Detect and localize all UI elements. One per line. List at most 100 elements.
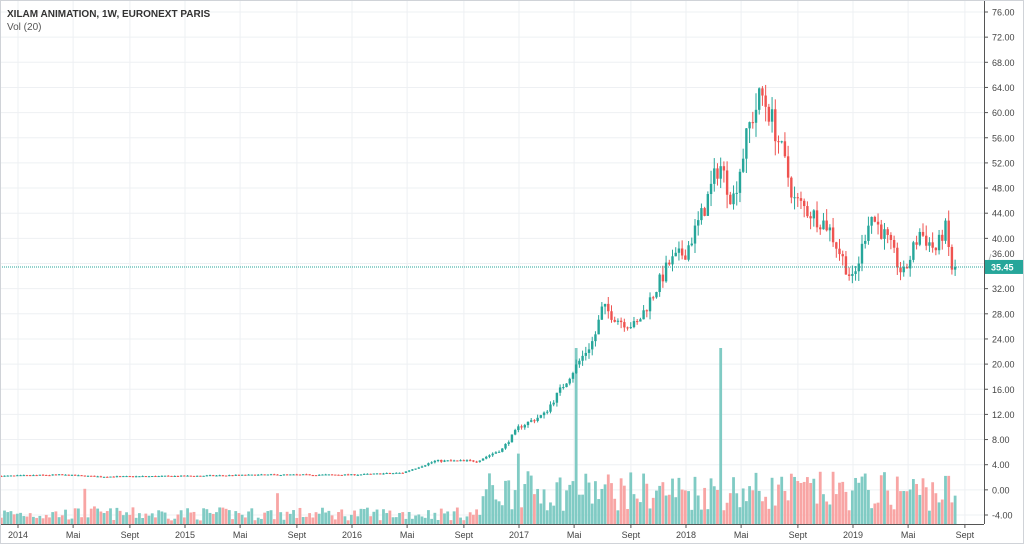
candle-body: [664, 262, 668, 282]
candle-body: [815, 210, 819, 228]
candle-body: [530, 420, 533, 422]
volume-bar: [269, 510, 273, 524]
volume-bar: [667, 494, 671, 524]
time-tick-label: Sept: [789, 530, 808, 540]
volume-bar: [529, 475, 533, 524]
volume-bar: [48, 517, 51, 524]
volume-bar: [282, 519, 286, 524]
candle-body: [944, 220, 947, 241]
volume-bar: [57, 517, 61, 524]
candle-body: [29, 475, 32, 477]
candle-body: [835, 242, 838, 249]
candle-body: [831, 227, 835, 243]
volume-bar: [577, 494, 581, 524]
candle-body: [359, 474, 363, 476]
candle-body: [610, 311, 613, 320]
candle-body: [584, 352, 587, 356]
volume-bar: [170, 520, 173, 524]
volume-bar: [208, 512, 212, 524]
volume-bar: [796, 481, 800, 524]
volume-bar: [950, 502, 954, 524]
candle-body: [102, 476, 106, 478]
time-tick-label: Sept: [455, 530, 474, 540]
candle-body: [395, 472, 398, 474]
volume-bar: [889, 504, 893, 524]
volume-bar: [234, 511, 238, 524]
candle-body: [122, 476, 125, 478]
time-tick-label: 2017: [509, 530, 529, 540]
candle-body: [774, 109, 777, 142]
candle-body: [186, 475, 189, 477]
candle-body: [436, 459, 440, 461]
candle-body: [388, 473, 392, 475]
candle-body: [485, 456, 488, 459]
volume-bar: [227, 510, 231, 524]
candle-body: [346, 474, 350, 476]
price-tick-label: 76.00: [992, 8, 1015, 18]
volume-bar: [102, 513, 106, 524]
candle-body: [183, 475, 186, 477]
candle-body: [941, 234, 944, 241]
candle-body: [48, 475, 51, 477]
price-tick-label: 52.00: [992, 158, 1015, 168]
candle-body: [565, 383, 568, 388]
candle-body: [937, 234, 941, 251]
candle-body: [741, 158, 745, 172]
candle-body: [603, 303, 607, 307]
time-tick-label: Mai: [233, 530, 248, 540]
volume-bar: [330, 515, 334, 524]
volume-bar: [706, 509, 710, 524]
candle-body: [613, 319, 616, 322]
volume-bar: [19, 512, 22, 524]
candle-body: [279, 475, 282, 477]
volume-bar: [754, 472, 758, 524]
volume-bar: [748, 486, 751, 524]
price-tick-label: 64.00: [992, 83, 1015, 93]
candle-body: [179, 475, 183, 477]
volume-bar: [67, 519, 71, 524]
candle-body: [652, 297, 655, 299]
candle-body: [440, 459, 443, 462]
volume-bar: [28, 513, 32, 524]
candle-body: [424, 465, 427, 467]
volume-bar: [712, 486, 716, 524]
candle-body: [684, 255, 687, 260]
candle-body: [796, 197, 799, 199]
candle-body: [549, 404, 552, 412]
candle-body: [873, 216, 877, 222]
volume-bar: [247, 511, 250, 524]
volume-bar: [83, 488, 87, 524]
volume-bar: [844, 491, 848, 524]
candle-body: [170, 475, 173, 477]
candle-body: [806, 206, 809, 217]
volume-bar: [892, 509, 896, 524]
volume-bar: [822, 494, 825, 524]
volume-bar: [391, 517, 395, 524]
price-tick-label: 20.00: [992, 360, 1015, 370]
volume-bar: [378, 520, 382, 524]
candle-body: [144, 476, 148, 478]
volume-bar: [568, 484, 572, 524]
volume-bar: [510, 509, 514, 524]
volume-bar: [304, 516, 308, 524]
volume-bar: [89, 508, 93, 524]
volume-bar: [857, 482, 861, 524]
price-tick-label: 36.00: [992, 249, 1015, 259]
time-tick-label: Mai: [400, 530, 415, 540]
candle-body: [199, 475, 202, 477]
candle-body: [196, 475, 199, 477]
volume-bar: [410, 518, 414, 524]
volume-bar: [911, 479, 915, 524]
legend: XILAM ANIMATION, 1W, EURONEXT PARIS Vol …: [7, 8, 210, 34]
candle-body: [687, 245, 690, 260]
volume-bar: [825, 501, 829, 524]
volume-bar: [613, 498, 617, 524]
volume-bar: [163, 512, 167, 524]
candle-body: [635, 321, 639, 323]
candle-body: [131, 476, 135, 478]
candle-body: [697, 220, 700, 226]
volume-bar: [237, 513, 241, 524]
volume-bar: [728, 493, 732, 524]
